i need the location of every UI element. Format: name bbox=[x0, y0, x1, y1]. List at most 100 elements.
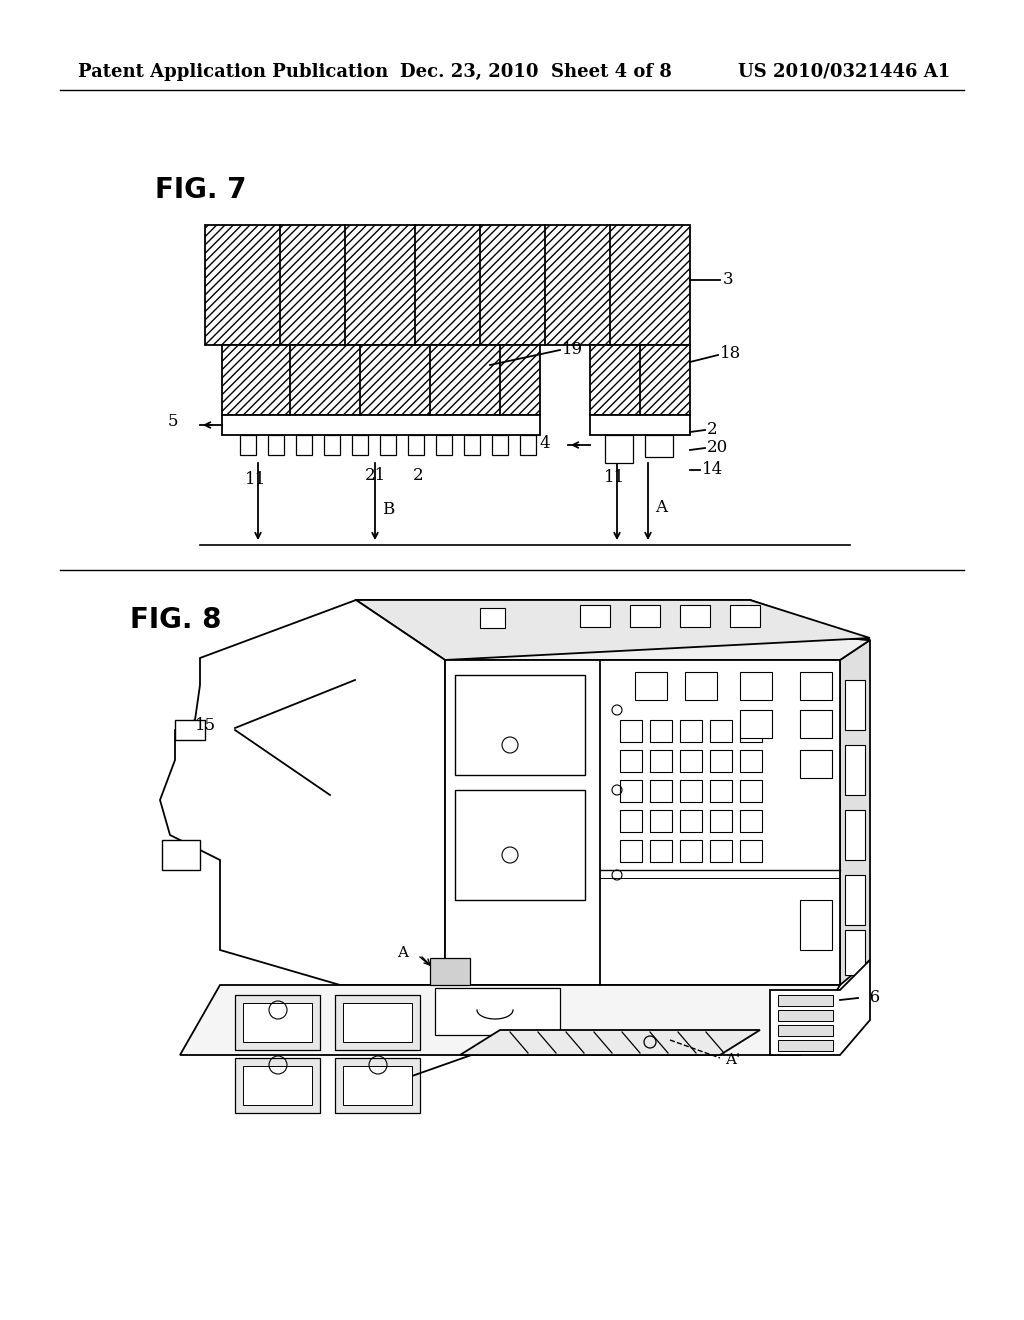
Text: 3: 3 bbox=[723, 272, 733, 289]
Polygon shape bbox=[160, 601, 445, 985]
Bar bbox=[650, 840, 672, 862]
Bar bbox=[645, 436, 673, 457]
Bar bbox=[455, 675, 585, 775]
Bar bbox=[710, 750, 732, 772]
Polygon shape bbox=[356, 601, 870, 660]
Bar bbox=[580, 605, 610, 627]
Bar bbox=[480, 609, 505, 628]
Text: A: A bbox=[397, 946, 408, 960]
Bar bbox=[590, 414, 690, 436]
Bar bbox=[740, 719, 762, 742]
Polygon shape bbox=[162, 840, 200, 870]
Polygon shape bbox=[445, 660, 840, 985]
Polygon shape bbox=[770, 960, 870, 1055]
Bar bbox=[740, 780, 762, 803]
Text: 14: 14 bbox=[702, 461, 723, 478]
Text: 2: 2 bbox=[707, 421, 718, 437]
Bar bbox=[800, 900, 831, 950]
Bar bbox=[620, 750, 642, 772]
Bar bbox=[778, 1040, 833, 1051]
Text: FIG. 8: FIG. 8 bbox=[130, 606, 221, 634]
Bar bbox=[740, 710, 772, 738]
Bar bbox=[296, 436, 312, 455]
Polygon shape bbox=[180, 985, 840, 1055]
Text: 18: 18 bbox=[720, 346, 741, 363]
Bar bbox=[343, 1003, 412, 1041]
Bar bbox=[408, 436, 424, 455]
Bar bbox=[710, 780, 732, 803]
Bar bbox=[778, 995, 833, 1006]
Bar bbox=[778, 1010, 833, 1020]
Text: Patent Application Publication: Patent Application Publication bbox=[78, 63, 388, 81]
Polygon shape bbox=[460, 1030, 760, 1055]
Text: 11: 11 bbox=[604, 469, 626, 486]
Bar bbox=[620, 840, 642, 862]
Bar bbox=[800, 672, 831, 700]
Text: 2: 2 bbox=[413, 467, 424, 484]
Bar bbox=[685, 672, 717, 700]
Bar bbox=[740, 750, 762, 772]
Bar bbox=[740, 672, 772, 700]
Polygon shape bbox=[355, 601, 870, 640]
Bar bbox=[710, 719, 732, 742]
Bar bbox=[605, 436, 633, 463]
Bar bbox=[380, 436, 396, 455]
Text: 11: 11 bbox=[245, 471, 266, 488]
Bar bbox=[436, 436, 452, 455]
Bar bbox=[680, 840, 702, 862]
Bar bbox=[680, 750, 702, 772]
Bar bbox=[205, 224, 690, 345]
Bar bbox=[324, 436, 340, 455]
Bar bbox=[240, 436, 256, 455]
Bar bbox=[800, 710, 831, 738]
Polygon shape bbox=[355, 601, 840, 660]
Bar bbox=[222, 414, 540, 436]
Bar bbox=[630, 605, 660, 627]
Bar bbox=[620, 719, 642, 742]
Bar bbox=[492, 436, 508, 455]
Bar bbox=[650, 750, 672, 772]
Bar bbox=[680, 605, 710, 627]
Text: 16: 16 bbox=[860, 989, 881, 1006]
Polygon shape bbox=[840, 640, 870, 985]
Bar bbox=[620, 810, 642, 832]
Text: 20: 20 bbox=[707, 438, 728, 455]
Bar bbox=[335, 1059, 420, 1113]
Bar bbox=[243, 1003, 312, 1041]
Bar bbox=[343, 1067, 412, 1105]
Text: 5: 5 bbox=[285, 1081, 295, 1098]
Text: US 2010/0321446 A1: US 2010/0321446 A1 bbox=[737, 63, 950, 81]
Text: A': A' bbox=[725, 1053, 740, 1067]
Bar bbox=[778, 1026, 833, 1036]
Bar bbox=[740, 840, 762, 862]
Bar bbox=[222, 345, 540, 414]
Bar bbox=[352, 436, 368, 455]
Bar bbox=[650, 780, 672, 803]
Text: 15: 15 bbox=[195, 717, 216, 734]
Bar bbox=[464, 436, 480, 455]
Bar bbox=[845, 744, 865, 795]
Bar bbox=[335, 995, 420, 1049]
Polygon shape bbox=[435, 987, 560, 1035]
Text: 5: 5 bbox=[168, 413, 178, 430]
Bar bbox=[520, 436, 536, 455]
Text: 21: 21 bbox=[365, 467, 386, 484]
Polygon shape bbox=[175, 719, 205, 741]
Bar bbox=[650, 810, 672, 832]
Text: FIG. 7: FIG. 7 bbox=[155, 176, 247, 205]
Bar bbox=[234, 1059, 319, 1113]
Bar bbox=[234, 995, 319, 1049]
Polygon shape bbox=[430, 958, 470, 985]
Bar bbox=[800, 750, 831, 777]
Bar bbox=[710, 810, 732, 832]
Bar bbox=[650, 719, 672, 742]
Polygon shape bbox=[445, 660, 840, 985]
Bar bbox=[222, 345, 540, 414]
Bar bbox=[268, 436, 284, 455]
Text: 4: 4 bbox=[540, 434, 550, 451]
Bar bbox=[620, 780, 642, 803]
Bar bbox=[845, 931, 865, 975]
Bar bbox=[680, 719, 702, 742]
Bar bbox=[680, 810, 702, 832]
Bar bbox=[730, 605, 760, 627]
